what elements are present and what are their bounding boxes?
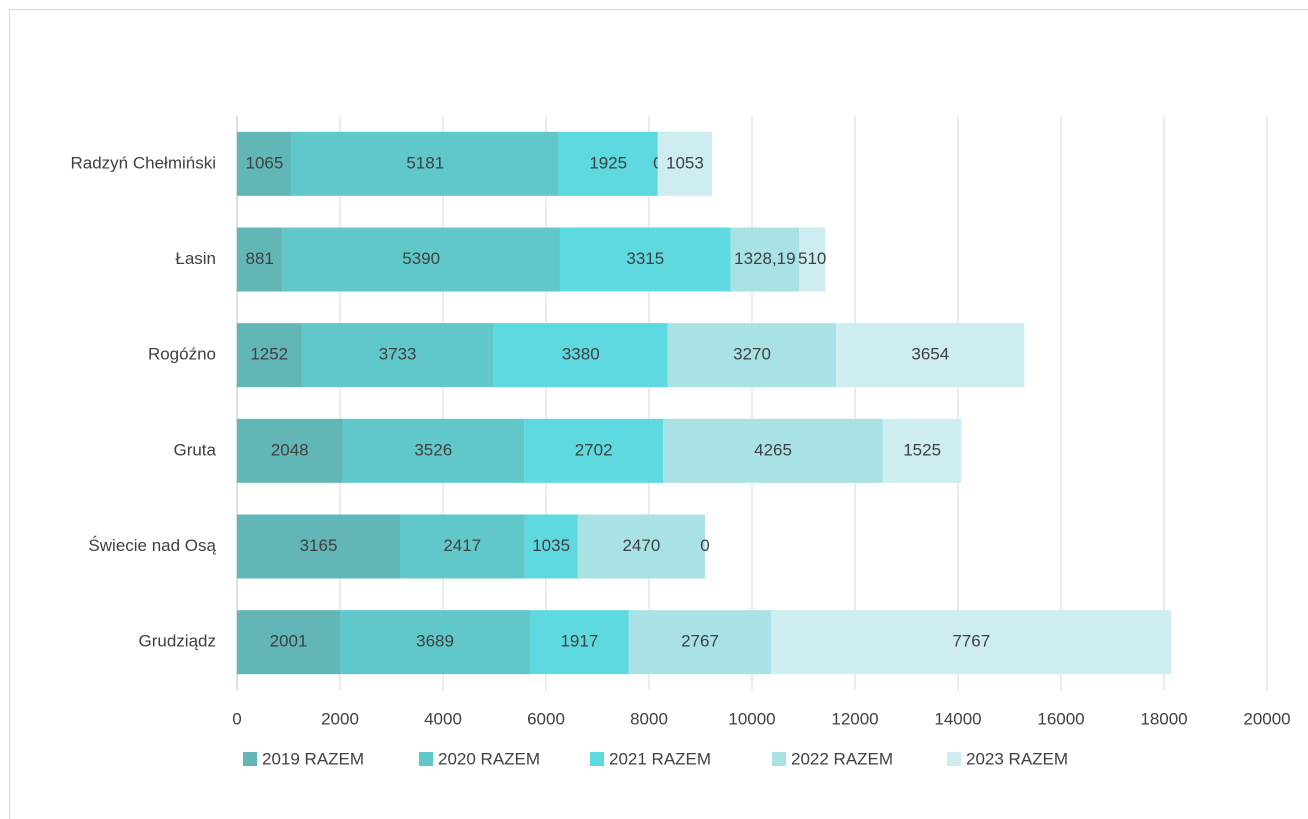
data-label: 3733: [379, 345, 417, 364]
legend-swatch: [243, 752, 257, 766]
data-label: 3165: [300, 536, 338, 555]
bar-segment: [577, 514, 705, 579]
x-tick-label: 6000: [527, 709, 565, 728]
x-tick-label: 8000: [630, 709, 668, 728]
x-tick-label: 12000: [831, 709, 878, 728]
bar-segment: [730, 227, 800, 292]
data-label: 1035: [532, 536, 570, 555]
bar-segment: [524, 514, 578, 579]
data-label: 5390: [402, 249, 440, 268]
bar-segment: [399, 514, 525, 579]
bar-segment: [771, 610, 1172, 675]
data-label: 1925: [589, 153, 627, 172]
data-label: 3315: [626, 249, 664, 268]
data-label: 4265: [754, 440, 792, 459]
data-label: 3654: [911, 345, 949, 364]
bar-segment: [301, 323, 494, 388]
y-tick-label: Świecie nad Osą: [88, 536, 216, 555]
y-tick-label: Grudziądz: [139, 632, 216, 651]
legend-swatch: [772, 752, 786, 766]
legend-swatch: [947, 752, 961, 766]
data-label: 510: [798, 249, 826, 268]
bar-segment: [836, 323, 1025, 388]
x-tick-label: 18000: [1140, 709, 1187, 728]
legend-swatch: [419, 752, 433, 766]
data-label: 3526: [414, 440, 452, 459]
bar-segment: [493, 323, 668, 388]
legend-label: 2022 RAZEM: [791, 749, 893, 768]
legend-label: 2021 RAZEM: [609, 749, 711, 768]
data-label: 1053: [666, 153, 704, 172]
data-label: 0: [700, 536, 709, 555]
x-tick-label: 4000: [424, 709, 462, 728]
bar-segment: [663, 418, 883, 483]
data-label: 5181: [406, 153, 444, 172]
bar-segment: [237, 227, 283, 292]
data-label: 3270: [733, 345, 771, 364]
data-label: 2001: [270, 632, 308, 651]
data-label: 3689: [416, 632, 454, 651]
x-tick-label: 2000: [321, 709, 359, 728]
bar-segment: [667, 323, 837, 388]
x-tick-label: 16000: [1037, 709, 1084, 728]
bar-segment: [237, 418, 343, 483]
bar-segment: [524, 418, 664, 483]
bar-segment: [882, 418, 962, 483]
bar-segment: [799, 227, 826, 292]
data-label: 2767: [681, 632, 719, 651]
bar-segment: [342, 418, 525, 483]
y-tick-label: Gruta: [173, 440, 216, 459]
legend-label: 2020 RAZEM: [438, 749, 540, 768]
x-tick-label: 10000: [728, 709, 775, 728]
data-label: 7767: [952, 632, 990, 651]
data-label: 1328,19: [734, 249, 795, 268]
legend-swatch: [590, 752, 604, 766]
data-label: 3380: [562, 345, 600, 364]
y-tick-label: Rogóźno: [148, 345, 216, 364]
data-label: 2048: [271, 440, 309, 459]
bar-segment: [237, 323, 302, 388]
y-tick-label: Łasin: [175, 249, 216, 268]
bar-segment: [282, 227, 560, 292]
bar-segment: [558, 131, 658, 196]
data-label: 2417: [443, 536, 481, 555]
data-label: 1917: [560, 632, 598, 651]
data-label: 1065: [246, 153, 284, 172]
y-tick-label: Radzyń Chełmiński: [71, 153, 217, 172]
bar-segment: [237, 514, 400, 579]
bar-segment: [291, 131, 559, 196]
legend-label: 2019 RAZEM: [262, 749, 364, 768]
bar-segment: [237, 610, 341, 675]
x-tick-label: 14000: [934, 709, 981, 728]
data-label: 1252: [250, 345, 288, 364]
bar-segment: [530, 610, 629, 675]
bar-segment: [628, 610, 772, 675]
bar-segment: [559, 227, 731, 292]
x-tick-label: 0: [232, 709, 241, 728]
data-label: 1525: [903, 440, 941, 459]
data-label: 881: [245, 249, 273, 268]
chart-border: [9, 9, 1308, 819]
bar-segment: [237, 131, 292, 196]
data-label: 2470: [622, 536, 660, 555]
legend-label: 2023 RAZEM: [966, 749, 1068, 768]
bar-segment: [340, 610, 531, 675]
bar-segment: [657, 131, 713, 196]
x-tick-label: 20000: [1243, 709, 1290, 728]
data-label: 2702: [575, 440, 613, 459]
